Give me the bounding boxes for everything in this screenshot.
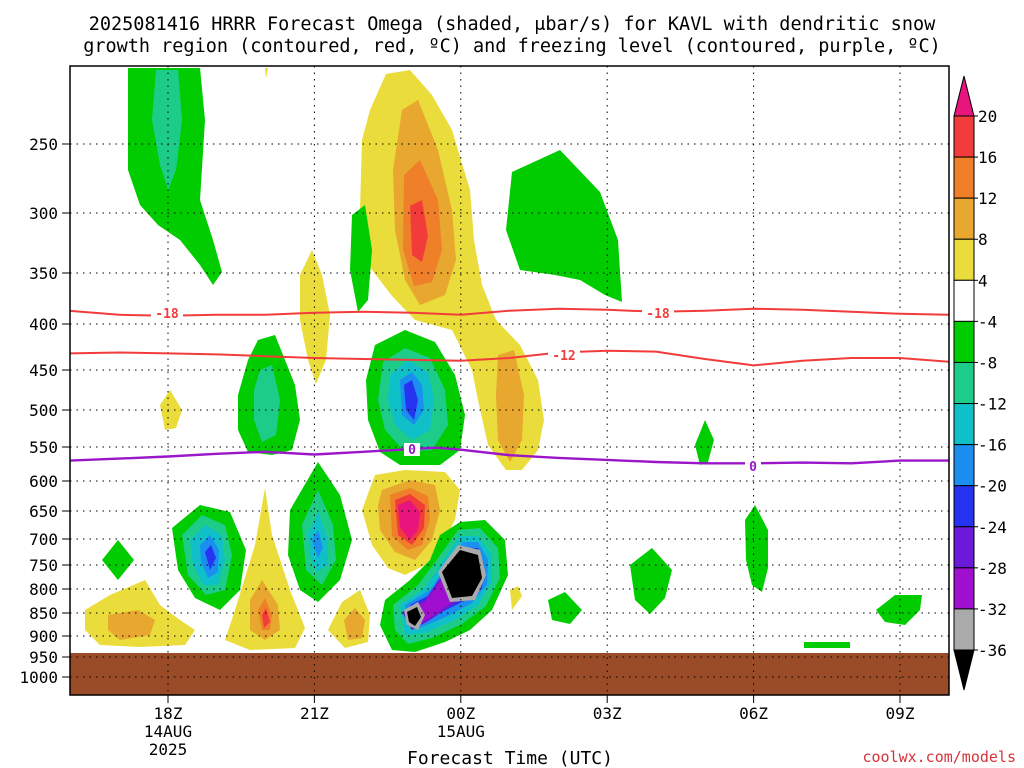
colorbar-segment (953, 197, 975, 240)
plot-area: -18 -18 -12 0 0 (70, 66, 949, 695)
colorbar-segment (953, 361, 975, 405)
y-axis: 250 300 350 400 450 500 550 600 650 700 750 800 850 9… (19, 135, 70, 687)
plot-frame (69, 65, 950, 696)
gridlines (70, 66, 949, 695)
freezing-contour-label-right: 0 (749, 460, 757, 475)
colorbar-label: -24 (978, 518, 1007, 537)
colorbar-segment (953, 320, 975, 363)
colorbar-label: 4 (978, 271, 988, 290)
colorbar-label: -32 (978, 600, 1007, 619)
colorbar-label: -28 (978, 559, 1007, 578)
x-tick-year: 2025 (149, 740, 188, 759)
x-tick-label: 18Z (154, 704, 183, 723)
x-tick-label: 06Z (739, 704, 768, 723)
colorbar-label: -16 (978, 436, 1007, 455)
chart-title-line2: growth region (contoured, red, ºC) and f… (83, 36, 941, 57)
freezing-level-contour (70, 446, 949, 465)
colorbar-label: -20 (978, 477, 1007, 496)
snow-growth-contour-minus12 (70, 349, 949, 367)
colorbar-segment (953, 608, 975, 651)
colorbar-segment (953, 403, 975, 446)
x-tick-label: 09Z (886, 704, 915, 723)
contours (70, 307, 949, 465)
colorbar: 20 16 12 8 4 -4 -8 -12 -16 -20 -24 -28 -32 -36 (953, 75, 1007, 691)
colorbar-label: -12 (978, 395, 1007, 414)
y-tick-label: 800 (29, 580, 58, 599)
colorbar-label: -8 (978, 353, 997, 372)
colorbar-top-arrow (953, 75, 975, 117)
colorbar-label: 20 (978, 107, 997, 126)
y-tick-label: 500 (29, 401, 58, 420)
colorbar-label: 12 (978, 189, 997, 208)
snow-contour-label-minus18-left: -18 (155, 307, 179, 322)
colorbar-label: -36 (978, 641, 1007, 660)
credit-link[interactable]: coolwx.com/models (862, 748, 1016, 766)
chart-title-line1: 2025081416 HRRR Forecast Omega (shaded, … (89, 14, 936, 35)
y-tick-label: 400 (29, 315, 58, 334)
x-tick-date: 15AUG (437, 722, 485, 741)
omega-shading (85, 68, 922, 652)
freezing-contour-label-left: 0 (408, 443, 416, 458)
colorbar-label: 8 (978, 230, 988, 249)
snow-growth-contour-minus18 (70, 307, 949, 317)
y-tick-label: 450 (29, 361, 58, 380)
y-tick-label: 750 (29, 556, 58, 575)
y-tick-label: 950 (29, 648, 58, 667)
y-tick-label: 300 (29, 204, 58, 223)
y-tick-label: 900 (29, 627, 58, 646)
x-axis-label: Forecast Time (UTC) (407, 748, 613, 768)
x-tick-label: 00Z (446, 704, 475, 723)
colorbar-segment (953, 526, 975, 569)
ground-below-surface (70, 653, 949, 695)
snow-contour-label-minus12: -12 (552, 349, 575, 364)
y-tick-label: 250 (29, 135, 58, 154)
x-tick-date: 14AUG (144, 722, 192, 741)
colorbar-segment (953, 115, 975, 158)
colorbar-segment (953, 444, 975, 487)
colorbar-segment (953, 156, 975, 199)
y-tick-label: 600 (29, 472, 58, 491)
colorbar-segment (953, 238, 975, 281)
y-tick-label: 550 (29, 438, 58, 457)
y-tick-label: 1000 (19, 668, 58, 687)
x-tick-label: 03Z (593, 704, 622, 723)
colorbar-label: -4 (978, 312, 997, 331)
y-tick-label: 350 (29, 264, 58, 283)
y-tick-label: 650 (29, 502, 58, 521)
x-tick-label: 21Z (300, 704, 329, 723)
contour-labels: -18 -18 -12 0 0 (151, 306, 761, 475)
colorbar-label: 16 (978, 148, 997, 167)
y-tick-label: 850 (29, 604, 58, 623)
colorbar-segment (953, 485, 975, 528)
colorbar-segment (953, 567, 975, 610)
snow-contour-label-minus18-right: -18 (646, 307, 670, 322)
colorbar-segment (953, 279, 975, 322)
y-tick-label: 700 (29, 530, 58, 549)
colorbar-bottom-arrow (953, 649, 975, 691)
